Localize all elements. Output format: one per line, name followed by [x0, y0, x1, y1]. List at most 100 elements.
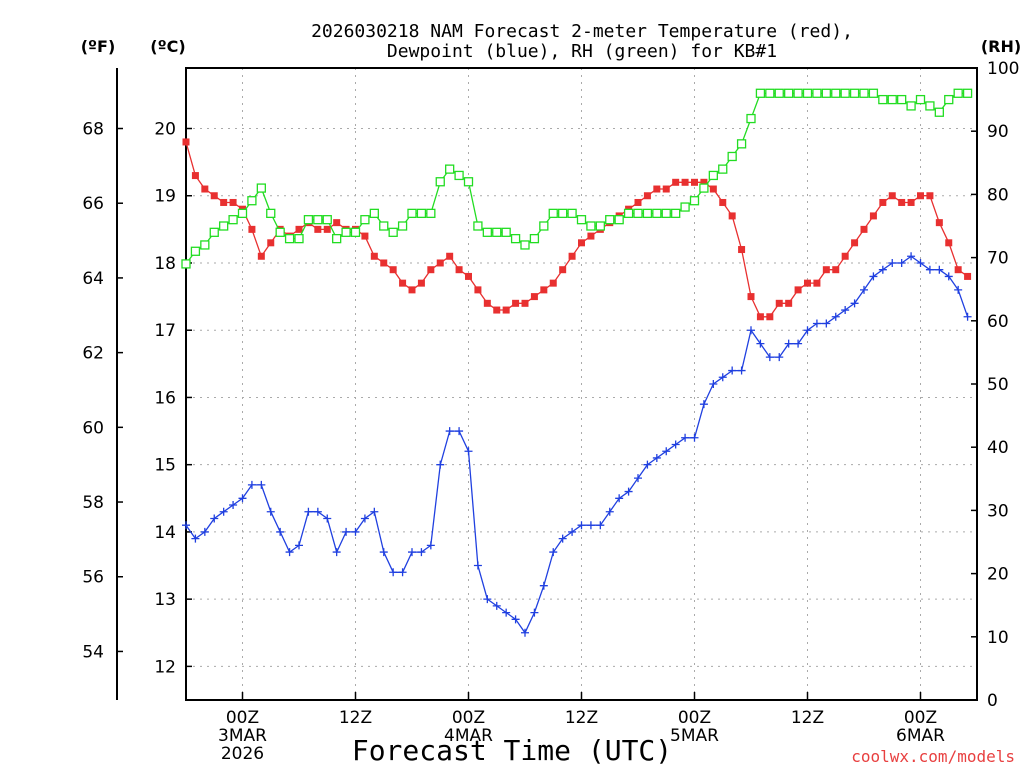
rh-point	[228, 215, 238, 225]
celsius-tick-label: 17	[154, 321, 176, 341]
rh-point	[671, 208, 681, 219]
dewpoint-point	[323, 514, 332, 523]
rh-point	[680, 202, 690, 212]
dewpoint-point	[869, 272, 878, 281]
dewpoint-point	[860, 285, 868, 294]
dewpoint-point	[831, 312, 840, 321]
temperature-point	[813, 279, 821, 287]
rh-point	[605, 215, 615, 225]
rh-point	[699, 183, 709, 193]
temperature-point	[587, 232, 595, 240]
rh-point	[962, 88, 973, 98]
dewpoint-point	[530, 608, 539, 617]
chart-title-line2: Dewpoint (blue), RH (green) for KB#1	[387, 41, 777, 62]
temperature-point	[719, 198, 727, 206]
dewpoint-point	[615, 494, 624, 503]
temperature-point	[756, 313, 764, 321]
rh-tick-label: 60	[987, 312, 1009, 332]
temperature-point	[794, 286, 802, 294]
dewpoint-point	[379, 548, 388, 557]
rh-tick-label: 50	[987, 375, 1009, 395]
rh-point	[595, 221, 605, 231]
fahrenheit-tick-label: 54	[82, 642, 104, 662]
temperature-point	[502, 306, 510, 314]
dewpoint-point	[784, 339, 793, 348]
rh-point	[190, 246, 201, 256]
temperature-point	[888, 192, 896, 200]
dewpoint-point	[473, 561, 482, 570]
temperature-point	[389, 266, 397, 274]
dewpoint-point	[643, 460, 652, 469]
x-tick-year-label: 2026	[221, 744, 264, 764]
rh-point	[736, 139, 747, 149]
temperature-point	[549, 279, 557, 287]
rh-point	[746, 113, 756, 124]
temperature-point	[465, 272, 472, 280]
rh-point	[586, 221, 596, 231]
x-tick-label: 00Z	[226, 708, 259, 728]
dewpoint-point	[558, 534, 567, 543]
rh-point	[360, 215, 370, 225]
rh-point	[821, 88, 831, 98]
temperature-point	[201, 185, 209, 193]
rh-tick-label: 80	[987, 185, 1009, 205]
rh-point	[727, 151, 737, 162]
source-watermark: coolwx.com/models	[851, 747, 1015, 766]
dewpoint-point	[426, 541, 435, 550]
temperature-point	[417, 279, 425, 287]
rh-point	[689, 196, 700, 206]
temperature-point	[634, 198, 642, 206]
rh-point	[765, 88, 775, 98]
fahrenheit-tick-label: 68	[82, 120, 104, 140]
rh-point	[718, 164, 728, 174]
dewpoint-point	[634, 474, 642, 483]
dewpoint-point	[351, 527, 360, 536]
x-tick-label: 00Z	[678, 708, 711, 728]
celsius-axis-label: (ºC)	[150, 37, 185, 56]
rh-point	[859, 88, 869, 98]
temperature-point	[728, 212, 736, 220]
temperature-point	[512, 299, 520, 307]
dewpoint-point	[492, 601, 501, 610]
x-tick-label: 00Z	[904, 708, 937, 728]
temperature-point	[540, 286, 548, 294]
dewpoint-point	[304, 507, 313, 516]
rh-point	[868, 88, 879, 98]
temperature-point	[267, 239, 275, 247]
temperature-point	[427, 266, 435, 274]
dewpoint-point	[596, 521, 605, 530]
x-tick-label: 00Z	[452, 708, 485, 728]
dewpoint-point	[963, 312, 972, 321]
rh-point	[350, 227, 361, 237]
temperature-point	[333, 219, 341, 227]
rh-point	[426, 208, 436, 219]
temperature-point	[643, 192, 651, 200]
dewpoint-point	[285, 548, 294, 557]
celsius-tick-label: 16	[154, 388, 176, 408]
dewpoint-point	[464, 447, 473, 456]
rh-point	[209, 227, 219, 237]
rh-tick-label: 0	[987, 691, 998, 711]
rh-point	[642, 208, 653, 219]
dewpoint-point	[247, 480, 256, 489]
temperature-point	[954, 266, 962, 274]
dewpoint-point	[276, 527, 285, 536]
temperature-point	[681, 178, 689, 186]
dewpoint-point	[605, 507, 614, 516]
dewpoint-point	[897, 258, 906, 267]
rh-point	[294, 233, 304, 244]
rh-point	[473, 221, 483, 231]
dewpoint-point	[803, 326, 812, 335]
temperature-point	[559, 266, 567, 274]
rh-point	[520, 240, 530, 250]
celsius-tick-label: 13	[154, 590, 176, 610]
temperature-point	[738, 246, 746, 254]
dewpoint-point	[521, 628, 529, 637]
rh-point	[558, 208, 568, 219]
dewpoint-point	[916, 258, 925, 267]
dewpoint-point	[624, 487, 633, 496]
temperature-point	[455, 266, 463, 274]
dewpoint-point	[878, 265, 887, 274]
x-axis-title: Forecast Time (UTC)	[352, 734, 672, 767]
temperature-point	[917, 192, 924, 200]
